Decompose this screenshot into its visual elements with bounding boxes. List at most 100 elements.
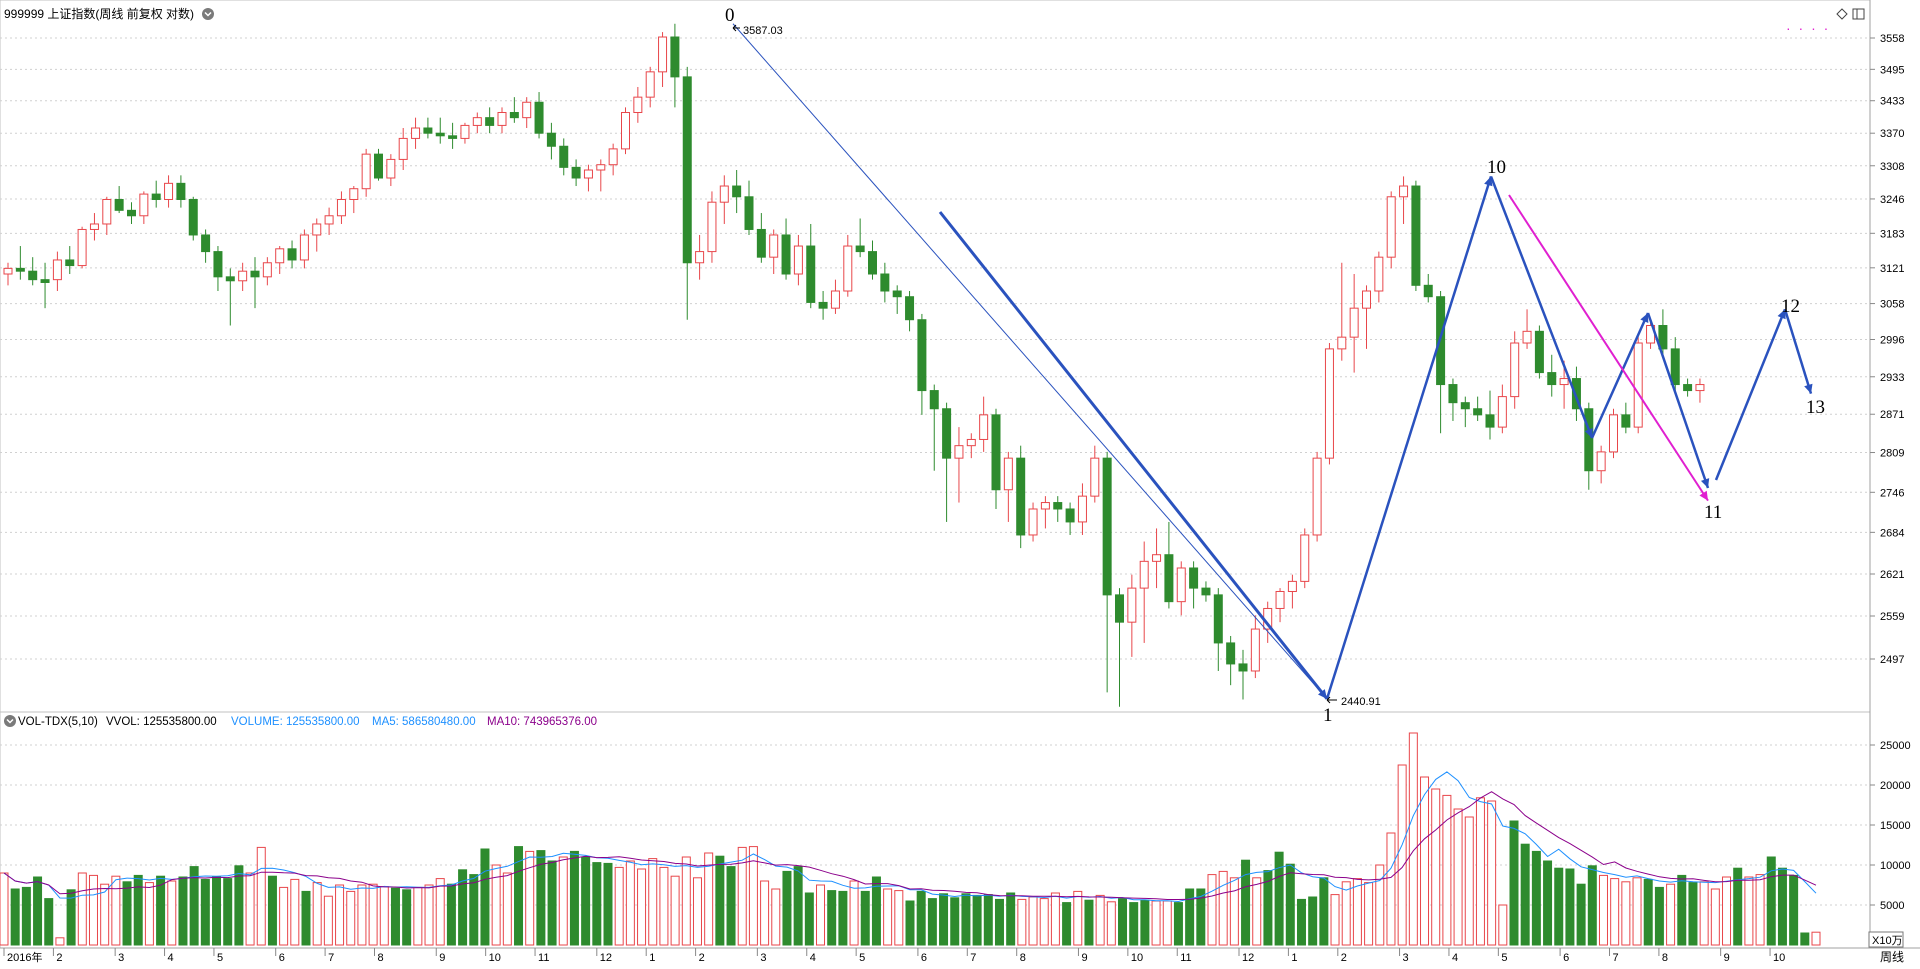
volume-bar[interactable] [1218, 870, 1228, 946]
volume-bar[interactable] [1666, 883, 1676, 946]
volume-bar[interactable] [1408, 732, 1418, 946]
volume-bar[interactable] [1520, 843, 1530, 946]
volume-bar[interactable] [55, 937, 65, 946]
volume-bar[interactable] [670, 875, 680, 946]
candle-body[interactable] [485, 117, 495, 126]
volume-bar[interactable] [1062, 902, 1072, 946]
candle-body[interactable] [151, 193, 161, 200]
volume-bar[interactable] [1643, 878, 1653, 946]
candle-body[interactable] [275, 248, 285, 264]
candle-body[interactable] [596, 164, 606, 171]
volume-bar[interactable] [1106, 901, 1116, 946]
volume-bar[interactable] [156, 875, 166, 946]
volume-bar[interactable] [1710, 888, 1720, 946]
candlestick-series[interactable] [3, 23, 1705, 707]
volume-bar[interactable] [659, 866, 669, 946]
volume-bar[interactable] [379, 886, 389, 946]
diamond-icon[interactable] [1836, 8, 1848, 20]
volume-bar[interactable] [1498, 904, 1508, 946]
candle-body[interactable] [917, 319, 927, 392]
candle-body[interactable] [1683, 384, 1693, 392]
volume-bar[interactable] [1598, 874, 1608, 946]
volume-bar[interactable] [1375, 864, 1385, 946]
volume-bar[interactable] [558, 856, 568, 946]
volume-bar[interactable] [1229, 877, 1239, 946]
candle-body[interactable] [1658, 325, 1668, 350]
chevron-down-circle-icon[interactable] [202, 8, 214, 20]
candle-body[interactable] [1547, 372, 1557, 386]
candle-body[interactable] [1250, 628, 1260, 672]
candle-body[interactable] [188, 198, 198, 236]
volume-bar[interactable] [1341, 881, 1351, 946]
candle-body[interactable] [386, 158, 396, 179]
candle-body[interactable] [942, 408, 952, 459]
volume-bar[interactable] [267, 875, 277, 946]
candle-body[interactable] [1127, 587, 1137, 623]
volume-bar[interactable] [536, 850, 546, 946]
candle-body[interactable] [1423, 284, 1433, 298]
candle-body[interactable] [1201, 587, 1211, 596]
candle-body[interactable] [40, 279, 50, 283]
candle-body[interactable] [1040, 502, 1050, 510]
candle-body[interactable] [336, 198, 346, 217]
volume-bar[interactable] [1285, 863, 1295, 946]
candle-body[interactable] [15, 267, 25, 272]
volume-bar[interactable] [1621, 881, 1631, 946]
volume-bar[interactable] [323, 895, 333, 946]
volume-bar[interactable] [1733, 867, 1743, 946]
candle-body[interactable] [448, 135, 458, 139]
candle-body[interactable] [793, 245, 803, 275]
candle-body[interactable] [707, 201, 717, 253]
volume-bar[interactable] [33, 876, 43, 946]
volume-bar[interactable] [223, 878, 233, 946]
candle-body[interactable] [744, 196, 754, 230]
candle-body[interactable] [127, 209, 136, 217]
volume-bar[interactable] [1543, 860, 1553, 946]
candle-body[interactable] [213, 251, 223, 278]
candle-body[interactable] [1534, 330, 1544, 374]
volume-bar[interactable] [446, 883, 456, 946]
volume-bar[interactable] [648, 858, 658, 946]
volume-bar[interactable] [603, 862, 613, 946]
candle-body[interactable] [1226, 642, 1236, 665]
volume-bar[interactable] [581, 856, 591, 946]
volume-bar[interactable] [1755, 874, 1765, 946]
candle-body[interactable] [312, 223, 322, 236]
candle-body[interactable] [1559, 378, 1569, 386]
volume-bar[interactable] [514, 846, 524, 946]
volume-bar[interactable] [256, 846, 266, 946]
candle-body[interactable] [1386, 196, 1396, 258]
volume-bar[interactable] [1453, 808, 1463, 946]
candle-body[interactable] [633, 96, 643, 114]
volume-bar[interactable] [346, 890, 356, 946]
candle-body[interactable] [374, 153, 383, 179]
candle-body[interactable] [1090, 457, 1100, 497]
candle-body[interactable] [546, 132, 556, 147]
candle-body[interactable] [472, 117, 482, 126]
volume-bar[interactable] [178, 876, 188, 946]
volume-bar[interactable] [681, 856, 691, 946]
volume-bar[interactable] [1162, 900, 1172, 946]
volume-bar[interactable] [1039, 898, 1049, 946]
volume-bar[interactable] [335, 884, 345, 946]
volume-bar[interactable] [1431, 788, 1441, 946]
candle-body[interactable] [608, 148, 618, 166]
volume-bar[interactable] [972, 894, 982, 946]
candle-body[interactable] [1275, 590, 1285, 609]
volume-bar[interactable] [1274, 851, 1284, 946]
volume-bar[interactable] [245, 872, 255, 946]
volume-bar[interactable] [748, 846, 758, 946]
volume-bar[interactable] [894, 890, 904, 946]
volume-bar[interactable] [1252, 877, 1262, 946]
volume-bar[interactable] [1263, 870, 1273, 946]
volume-bar[interactable] [480, 848, 490, 946]
volume-bar[interactable] [458, 869, 468, 946]
candle-body[interactable] [583, 169, 593, 179]
volume-bar[interactable] [939, 893, 949, 946]
candle-body[interactable] [460, 124, 470, 139]
candle-body[interactable] [1028, 508, 1038, 536]
volume-bar[interactable] [1811, 931, 1821, 946]
candle-body[interactable] [769, 234, 779, 258]
volume-bar[interactable] [614, 866, 624, 946]
candle-body[interactable] [497, 112, 507, 126]
